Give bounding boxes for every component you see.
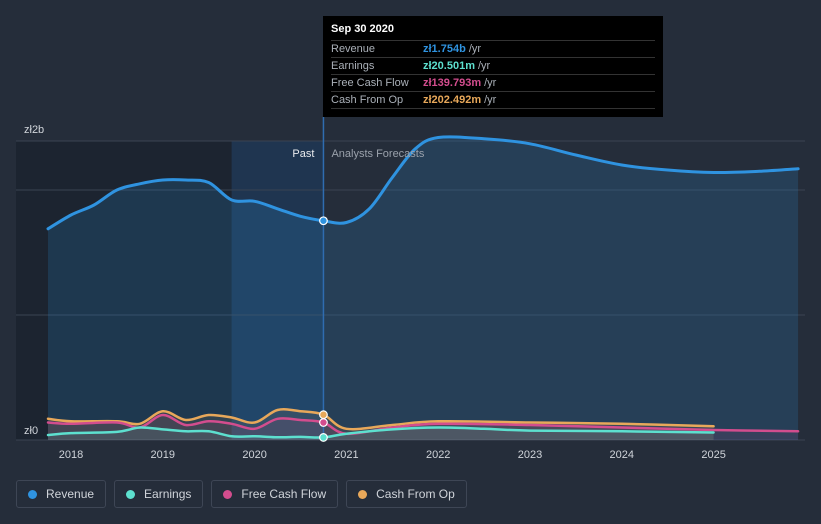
tooltip-unit: /yr [484, 77, 497, 89]
tooltip-label: Earnings [331, 60, 375, 72]
y-tick-label: zł0 [24, 425, 38, 437]
series-line-revenue [46, 135, 800, 231]
legend-label: Free Cash Flow [241, 487, 327, 501]
data-tooltip: Sep 30 2020 Revenue zł1.754b /yr Earning… [323, 16, 663, 117]
past-shade [16, 141, 232, 440]
x-tick-label: 2018 [59, 449, 83, 461]
series-area-revenue [48, 136, 799, 440]
legend-dot-icon [358, 489, 368, 499]
tooltip-value: zł202.492m [423, 94, 482, 106]
legend-dot-icon [126, 489, 136, 499]
tooltip-unit: /yr [477, 60, 491, 72]
tooltip-label: Free Cash Flow [331, 77, 409, 89]
tooltip-unit: /yr [468, 43, 482, 55]
legend-item-free-cash-flow[interactable]: Free Cash Flow [211, 480, 339, 508]
y-tick-label: zł2b [24, 124, 44, 136]
legend-label: Revenue [46, 487, 95, 501]
legend-label: Cash From Op [376, 487, 455, 501]
tooltip-row-fcf: Free Cash Flow zł139.793m /yr [331, 75, 655, 92]
tooltip-label: Cash From Op [331, 94, 404, 106]
past-highlight-shade [231, 141, 324, 440]
x-tick-label: 2025 [701, 449, 725, 461]
highlight-point-earnings [319, 433, 328, 442]
legend-label: Earnings [144, 487, 192, 501]
tooltip-date: Sep 30 2020 [331, 23, 655, 41]
legend-dot-icon [28, 489, 37, 499]
series-area-earnings [48, 427, 714, 440]
tooltip-label: Revenue [331, 43, 376, 55]
past-label: Past [292, 148, 314, 160]
tooltip-row-earnings: Earnings zł20.501m /yr [331, 58, 655, 75]
tooltip-row-revenue: Revenue zł1.754b /yr [331, 41, 655, 58]
series-line-cash-from-op [46, 408, 715, 431]
financials-chart: zł2b zł0 2018 2019 2020 2021 2022 2023 2024 2025 P… [16, 117, 805, 461]
legend-item-cash-from-op[interactable]: Cash From Op [346, 480, 467, 508]
series-line-earnings [46, 426, 715, 439]
tooltip-value: zł20.501m [423, 60, 475, 72]
highlight-point-fcf [319, 418, 328, 427]
highlight-point-revenue [319, 216, 328, 226]
chart-legend: Revenue Earnings Free Cash Flow Cash Fro… [16, 480, 467, 508]
legend-item-earnings[interactable]: Earnings [114, 480, 204, 508]
tooltip-value: zł1.754b [423, 43, 466, 55]
tooltip-row-cfo: Cash From Op zł202.492m /yr [331, 92, 655, 109]
x-tick-label: 2019 [151, 449, 175, 461]
legend-item-revenue[interactable]: Revenue [16, 480, 107, 508]
x-tick-label: 2024 [610, 449, 634, 461]
highlight-point-cfo [319, 410, 328, 420]
x-tick-label: 2023 [518, 449, 542, 461]
tooltip-value: zł139.793m [423, 77, 482, 89]
legend-dot-icon [223, 489, 233, 499]
x-tick-label: 2022 [426, 449, 450, 461]
x-tick-label: 2021 [334, 449, 358, 461]
x-tick-label: 2020 [242, 449, 266, 461]
tooltip-unit: /yr [484, 94, 497, 106]
forecast-label: Analysts Forecasts [331, 148, 424, 160]
